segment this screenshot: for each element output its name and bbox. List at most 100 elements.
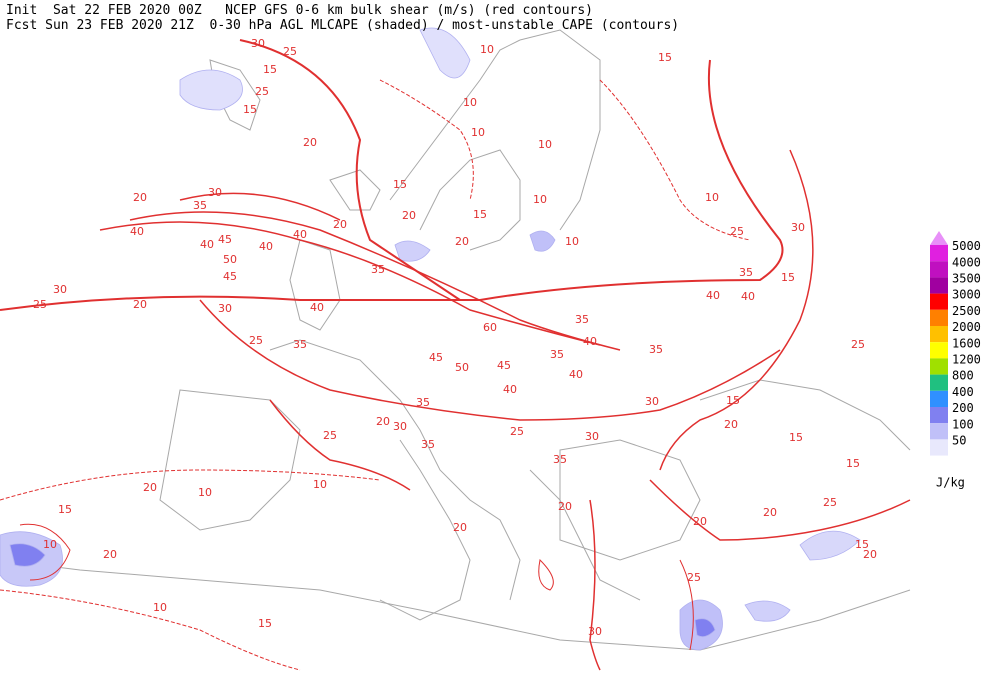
- coastlines: [0, 29, 911, 651]
- legend-label: 100: [952, 417, 974, 431]
- contour-label: 35: [649, 343, 663, 356]
- contour-label: 20: [133, 191, 147, 204]
- legend-swatch: [930, 407, 948, 424]
- legend: 5000 4000 3500 3000 2500 2000 1600 1200 800 400 20…: [930, 231, 981, 490]
- contour-label: 15: [258, 617, 272, 630]
- contour-label: 20: [693, 515, 707, 528]
- legend-swatch: [930, 374, 948, 391]
- legend-label: 2500: [952, 304, 981, 318]
- contour-label: 30: [251, 37, 265, 50]
- legend-label: 400: [952, 385, 974, 399]
- contour-label: 25: [33, 298, 47, 311]
- legend-label: 5000: [952, 239, 981, 253]
- contour-label: 15: [243, 103, 257, 116]
- legend-swatch: [930, 358, 948, 375]
- contour-label: 30: [791, 221, 805, 234]
- header-line: Fcst Sun 23 FEB 2020 21Z 0-30 hPa AGL ML…: [6, 18, 679, 33]
- legend-swatch: [930, 342, 948, 359]
- contour-label: 10: [480, 43, 494, 56]
- legend-label: 50: [952, 434, 966, 448]
- contour-label: 30: [585, 430, 599, 443]
- contour-label: 45: [223, 270, 237, 283]
- contour-label: 10: [43, 538, 57, 551]
- legend-arrow: [930, 231, 948, 245]
- contour-label: 10: [313, 478, 327, 491]
- legend-label: 4000: [952, 255, 981, 269]
- contour-label: 35: [553, 453, 567, 466]
- legend-label: 200: [952, 401, 974, 415]
- contour-label: 25: [510, 425, 524, 438]
- contour-label: 35: [371, 263, 385, 276]
- contour-label: 10: [705, 191, 719, 204]
- contour-label: 15: [781, 271, 795, 284]
- contour-label: 45: [429, 351, 443, 364]
- legend-swatch: [930, 309, 948, 326]
- contour-label: 50: [455, 361, 469, 374]
- contour-label: 35: [550, 348, 564, 361]
- contour-label: 25: [255, 85, 269, 98]
- contour-label: 40: [569, 368, 583, 381]
- contour-label: 15: [846, 457, 860, 470]
- contour-label: 20: [133, 298, 147, 311]
- contour-label: 20: [103, 548, 117, 561]
- contour-label: 40: [741, 290, 755, 303]
- legend-label: 800: [952, 369, 974, 383]
- contour-label: 25: [249, 334, 263, 347]
- contour-label: 40: [259, 240, 273, 253]
- contour-label: 25: [323, 429, 337, 442]
- legend-label: 3000: [952, 288, 981, 302]
- contour-label: 15: [393, 178, 407, 191]
- contour-label: 35: [193, 199, 207, 212]
- contour-label: 20: [558, 500, 572, 513]
- contour-label: 20: [455, 235, 469, 248]
- contour-label: 45: [218, 233, 232, 246]
- contour-label: 25: [851, 338, 865, 351]
- legend-label: 2000: [952, 320, 981, 334]
- contour-label: 15: [658, 51, 672, 64]
- legend-label: 3500: [952, 272, 981, 286]
- contour-label: 50: [223, 253, 237, 266]
- contour-label: 25: [283, 45, 297, 58]
- legend-swatch: [930, 293, 948, 310]
- contour-label: 10: [565, 235, 579, 248]
- contour-label: 45: [497, 359, 511, 372]
- background-land: [0, 20, 910, 670]
- legend-swatch: [930, 261, 948, 278]
- contour-label: 10: [198, 486, 212, 499]
- contour-label: 40: [130, 225, 144, 238]
- contour-label: 20: [333, 218, 347, 231]
- legend-swatch: [930, 439, 948, 456]
- legend-swatch: [930, 423, 948, 440]
- contour-label: 10: [463, 96, 477, 109]
- contour-label: 20: [143, 481, 157, 494]
- contour-label: 30: [393, 420, 407, 433]
- contour-label: 30: [208, 186, 222, 199]
- contour-label: 10: [471, 126, 485, 139]
- contour-label: 20: [724, 418, 738, 431]
- contour-label: 35: [575, 313, 589, 326]
- header-line: Init Sat 22 FEB 2020 00Z NCEP GFS 0-6 km…: [6, 3, 593, 18]
- contour-label: 30: [53, 283, 67, 296]
- contour-label: 15: [726, 394, 740, 407]
- legend-swatch: [930, 390, 948, 407]
- contour-label: 10: [533, 193, 547, 206]
- legend-swatch: [930, 277, 948, 294]
- contour-label: 60: [483, 321, 497, 334]
- cape-shading: [0, 27, 861, 651]
- contour-label: 35: [416, 396, 430, 409]
- contour-label: 20: [303, 136, 317, 149]
- contour-label: 20: [376, 415, 390, 428]
- contour-label: 40: [200, 238, 214, 251]
- contour-label: 15: [263, 63, 277, 76]
- contour-label: 25: [823, 496, 837, 509]
- contour-label: 35: [739, 266, 753, 279]
- contour-label: 15: [58, 503, 72, 516]
- contour-label: 35: [421, 438, 435, 451]
- contour-label: 10: [153, 601, 167, 614]
- legend-label: 1600: [952, 336, 981, 350]
- contour-label: 30: [218, 302, 232, 315]
- contour-label: 10: [538, 138, 552, 151]
